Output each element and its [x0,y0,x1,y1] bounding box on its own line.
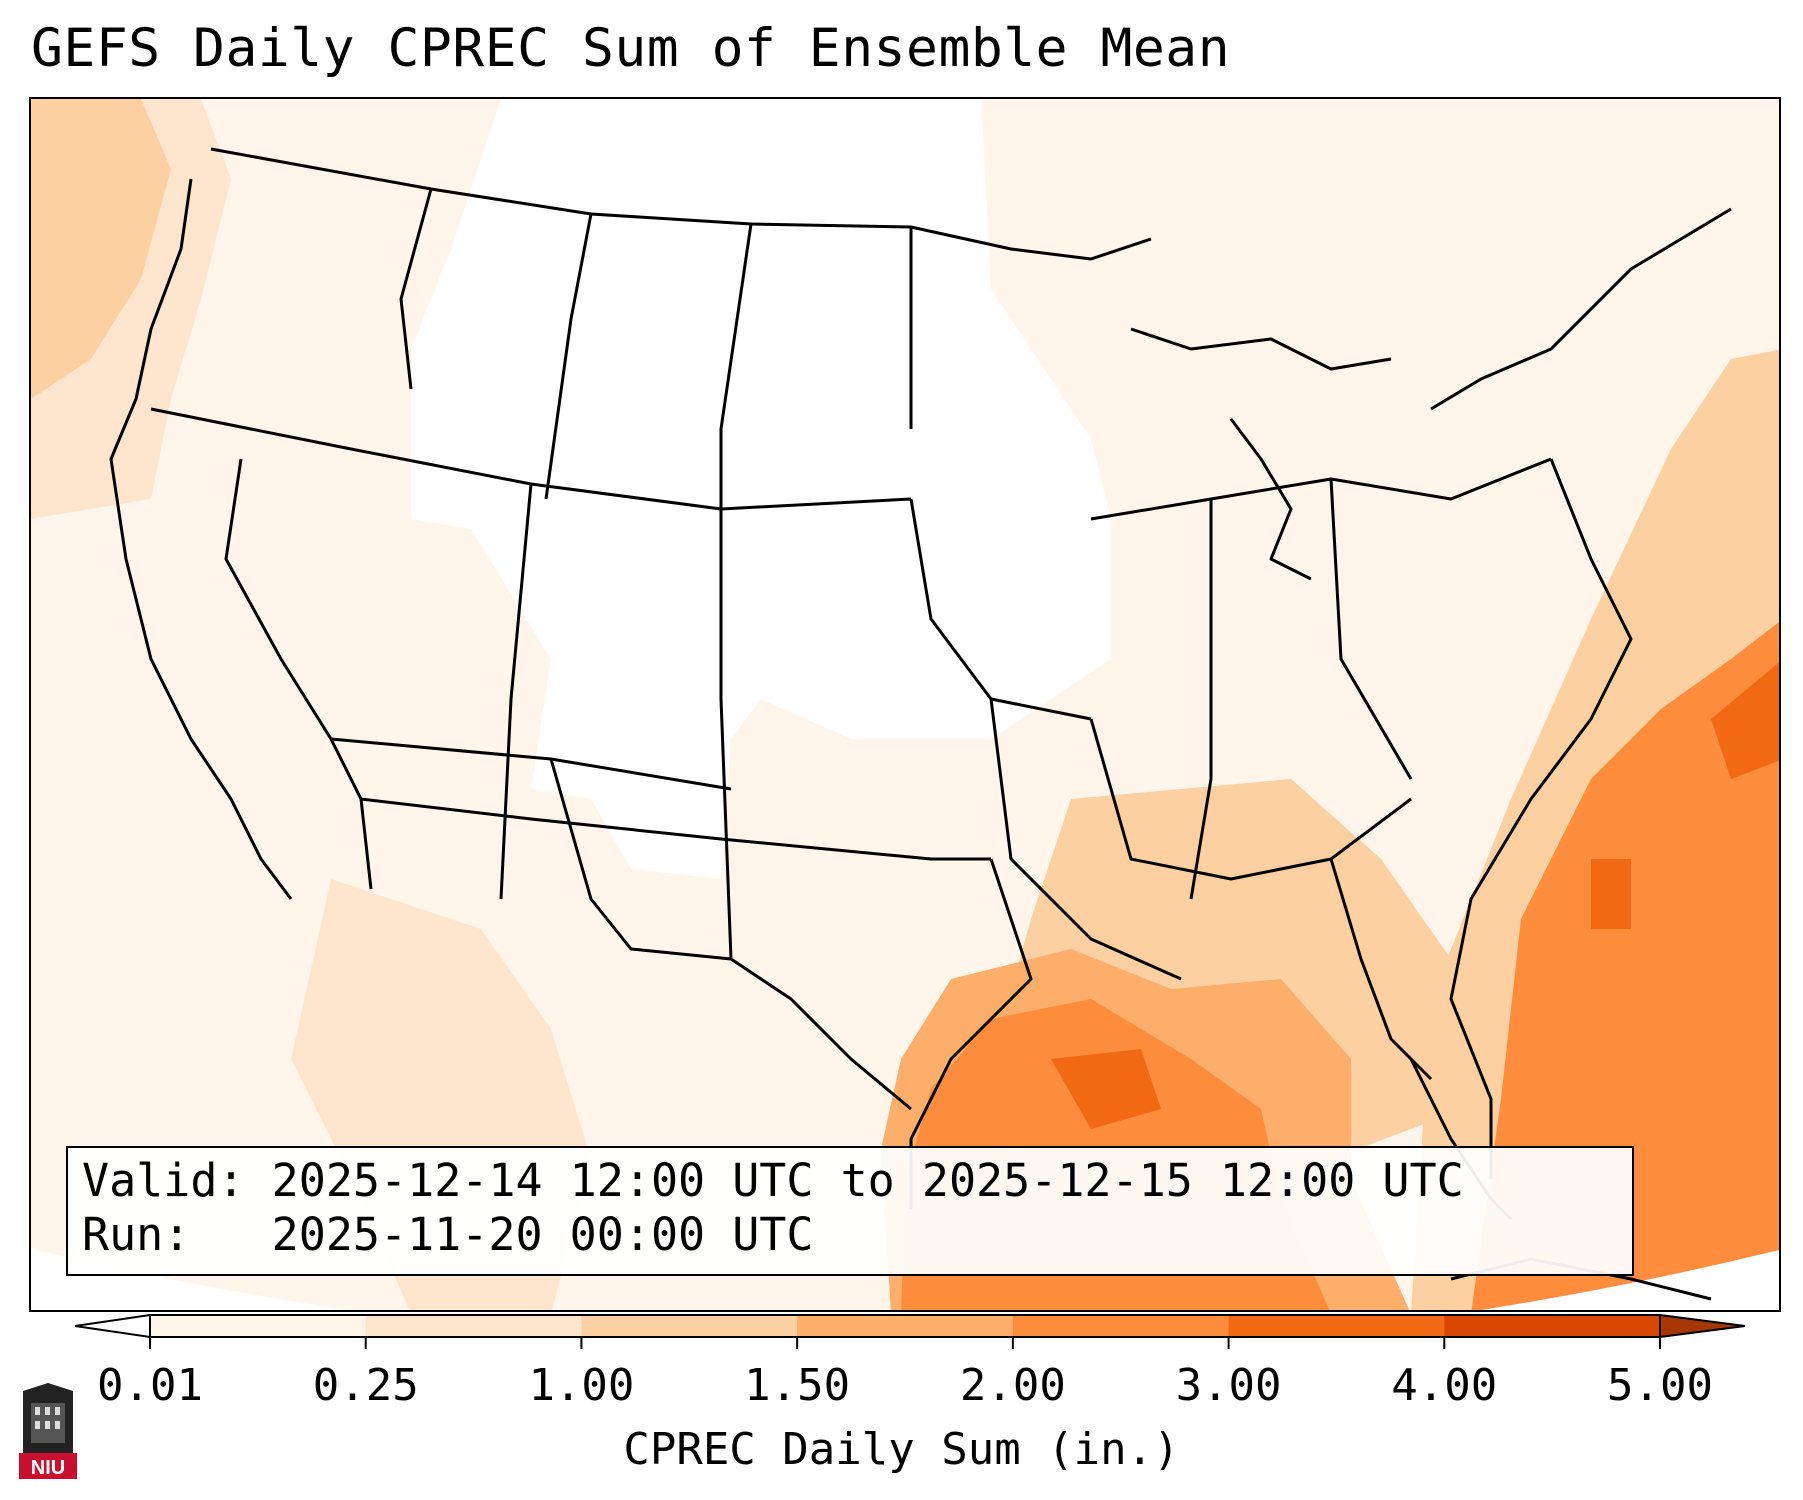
colorbar-outline [149,1314,1661,1338]
colorbar-tick-label: 1.00 [528,1360,635,1411]
political-boundaries [109,147,1732,1301]
atlantic-precip-max-2 [1591,859,1631,929]
colorbar-tick-label: 1.50 [744,1360,851,1411]
colorbar-tick-label: 5.00 [1607,1360,1713,1411]
colorbar-segment [150,1315,367,1337]
colorbar-tick-label: 4.00 [1391,1360,1498,1411]
pacific-band-2 [31,99,171,399]
colorbar-segment [365,1315,582,1337]
colorbar-tick-label: 0.25 [312,1360,419,1411]
colorbar-segment [1228,1315,1445,1337]
niu-logo: NIU [19,1383,77,1479]
precip-map [29,97,1781,1312]
gulf-precip-max [1051,1049,1161,1129]
projection-edge [31,1249,1779,1310]
valid-time-box: Valid: 2025-12-14 12:00 UTC to 2025-12-1… [66,1146,1634,1276]
colorbar-ticks [149,1337,1661,1349]
colorbar-segment [581,1315,798,1337]
dry-region [411,99,1111,879]
atlantic-precip [1471,622,1779,1310]
valid-time-text: Valid: 2025-12-14 12:00 UTC to 2025-12-1… [82,1154,1464,1207]
colorbar-label: CPREC Daily Sum (in.) [623,1424,1180,1475]
colorbar-tick-label: 0.01 [97,1360,203,1411]
niu-logo-text: NIU [31,1457,65,1479]
run-time-text: Run: 2025-11-20 00:00 UTC [82,1208,814,1261]
colorbar-under-arrow [74,1313,151,1339]
map-title: GEFS Daily CPREC Sum of Ensemble Mean [31,18,1231,79]
colorbar-segment [1444,1315,1661,1337]
colorbar-segment [797,1315,1014,1337]
colorbar-tick-label: 2.00 [959,1360,1066,1411]
colorbar-segment [1012,1315,1230,1337]
colorbar-segments [150,1315,1661,1337]
atlantic-precip-max [1711,662,1779,779]
colorbar-tick-label: 3.00 [1175,1360,1282,1411]
colorbar [74,1313,1746,1349]
map-canvas [31,99,1779,1310]
colorbar-over-arrow [1659,1313,1746,1339]
